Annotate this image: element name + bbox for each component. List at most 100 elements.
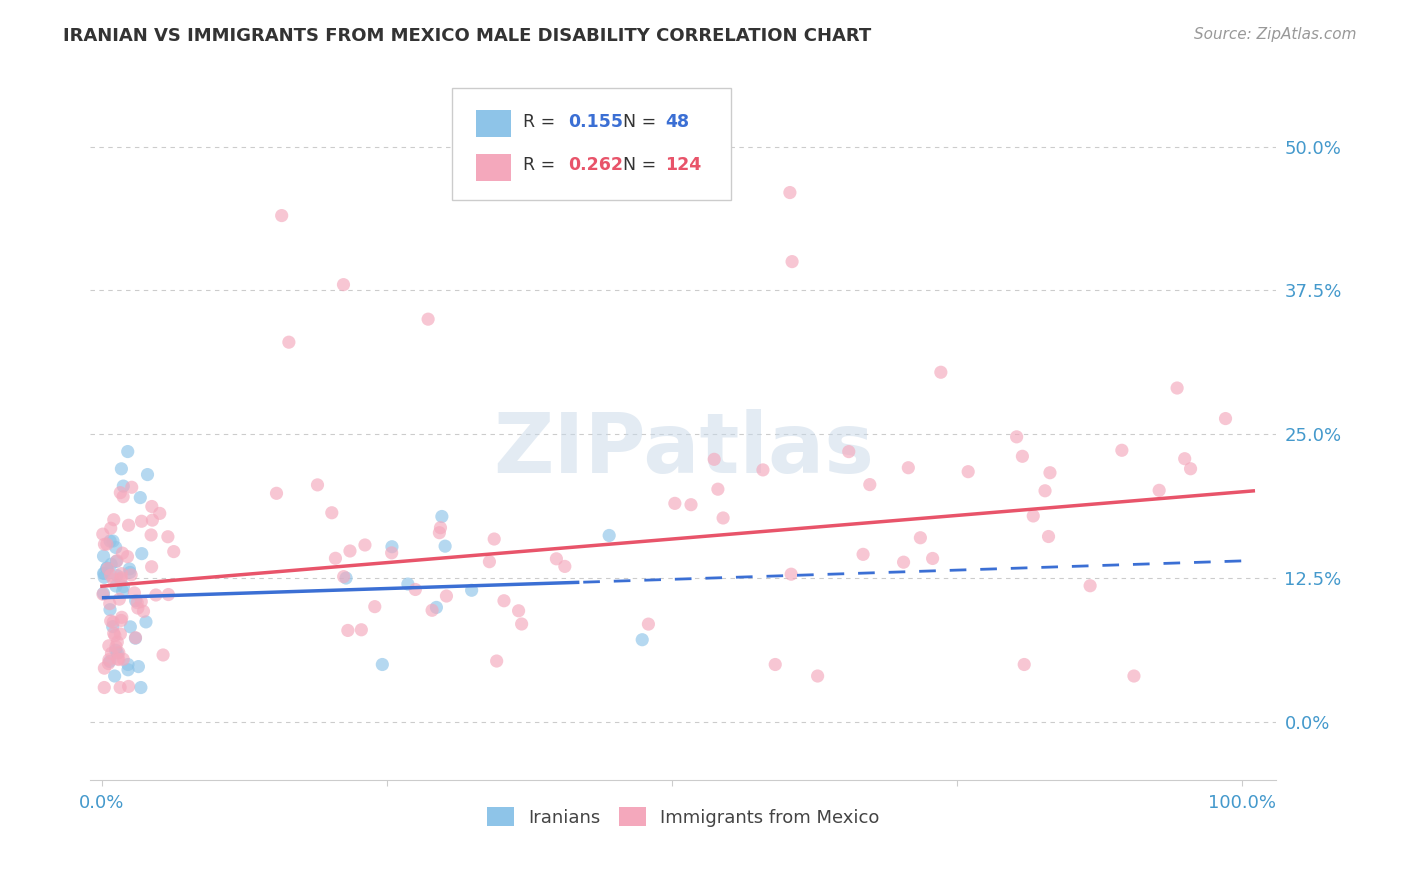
- Point: [339, 544, 361, 558]
- Point: [100, 646, 122, 660]
- Point: [1011, 450, 1033, 464]
- Point: [117, 663, 139, 677]
- Point: [277, 335, 299, 350]
- Point: [101, 615, 124, 630]
- Point: [664, 496, 686, 510]
- FancyBboxPatch shape: [453, 88, 731, 201]
- Point: [98, 534, 121, 549]
- Point: [1174, 451, 1197, 466]
- Point: [707, 482, 730, 496]
- Point: [96, 561, 118, 575]
- Text: R =: R =: [523, 156, 561, 174]
- Text: Source: ZipAtlas.com: Source: ZipAtlas.com: [1194, 27, 1357, 42]
- Point: [416, 312, 439, 326]
- Legend: Iranians, Immigrants from Mexico: Iranians, Immigrants from Mexico: [479, 800, 887, 834]
- Point: [679, 498, 702, 512]
- Point: [104, 640, 127, 654]
- Point: [807, 669, 830, 683]
- Point: [129, 681, 152, 695]
- Point: [478, 555, 501, 569]
- Point: [141, 500, 163, 514]
- Point: [100, 614, 122, 628]
- Point: [485, 654, 508, 668]
- Point: [117, 680, 139, 694]
- Point: [703, 452, 725, 467]
- Point: [1039, 466, 1062, 480]
- Point: [93, 566, 115, 581]
- Point: [332, 569, 354, 583]
- Point: [139, 528, 162, 542]
- Point: [354, 538, 377, 552]
- Point: [96, 537, 118, 551]
- Point: [110, 572, 132, 586]
- Point: [492, 593, 515, 607]
- Point: [104, 629, 127, 643]
- Point: [364, 599, 387, 614]
- Point: [546, 551, 568, 566]
- Text: 0.155: 0.155: [568, 112, 623, 130]
- Point: [120, 620, 142, 634]
- Point: [101, 534, 124, 549]
- Point: [1111, 443, 1133, 458]
- Point: [780, 254, 803, 268]
- Text: 0.262: 0.262: [568, 156, 623, 174]
- Point: [100, 558, 122, 572]
- Point: [1033, 483, 1056, 498]
- Point: [117, 549, 139, 564]
- Point: [404, 582, 426, 597]
- Point: [112, 479, 135, 493]
- Point: [112, 490, 135, 504]
- Point: [637, 617, 659, 632]
- Point: [98, 655, 121, 669]
- Point: [321, 506, 343, 520]
- Point: [118, 562, 141, 576]
- Point: [100, 568, 122, 582]
- Point: [93, 566, 115, 581]
- Point: [112, 652, 135, 666]
- Point: [163, 544, 186, 558]
- Point: [108, 592, 131, 607]
- Point: [104, 579, 127, 593]
- Point: [132, 604, 155, 618]
- Text: N =: N =: [612, 112, 662, 130]
- Text: IRANIAN VS IMMIGRANTS FROM MEXICO MALE DISABILITY CORRELATION CHART: IRANIAN VS IMMIGRANTS FROM MEXICO MALE D…: [63, 27, 872, 45]
- Point: [103, 626, 125, 640]
- Point: [111, 546, 134, 560]
- Point: [103, 513, 125, 527]
- Point: [157, 588, 180, 602]
- Point: [107, 646, 129, 660]
- Point: [105, 635, 128, 649]
- Point: [97, 653, 120, 667]
- Point: [93, 586, 115, 600]
- Point: [711, 511, 734, 525]
- Point: [105, 554, 128, 568]
- Point: [93, 549, 115, 563]
- Point: [929, 365, 952, 379]
- Point: [1038, 529, 1060, 543]
- Point: [127, 601, 149, 615]
- Point: [852, 547, 875, 561]
- Point: [1166, 381, 1188, 395]
- Point: [101, 619, 124, 633]
- Point: [110, 462, 132, 476]
- Point: [108, 681, 131, 695]
- Point: [98, 597, 121, 611]
- Point: [129, 594, 152, 608]
- Point: [135, 615, 157, 629]
- Bar: [475, 111, 512, 137]
- Point: [93, 537, 115, 551]
- Point: [110, 614, 132, 628]
- Point: [118, 566, 141, 580]
- Point: [1123, 669, 1146, 683]
- Point: [910, 531, 932, 545]
- Point: [97, 639, 120, 653]
- Point: [93, 681, 115, 695]
- Point: [921, 551, 943, 566]
- Point: [893, 555, 915, 569]
- Point: [510, 617, 533, 632]
- Point: [1022, 508, 1045, 523]
- Point: [110, 485, 132, 500]
- Point: [336, 624, 359, 638]
- Point: [371, 657, 394, 672]
- Point: [145, 588, 167, 602]
